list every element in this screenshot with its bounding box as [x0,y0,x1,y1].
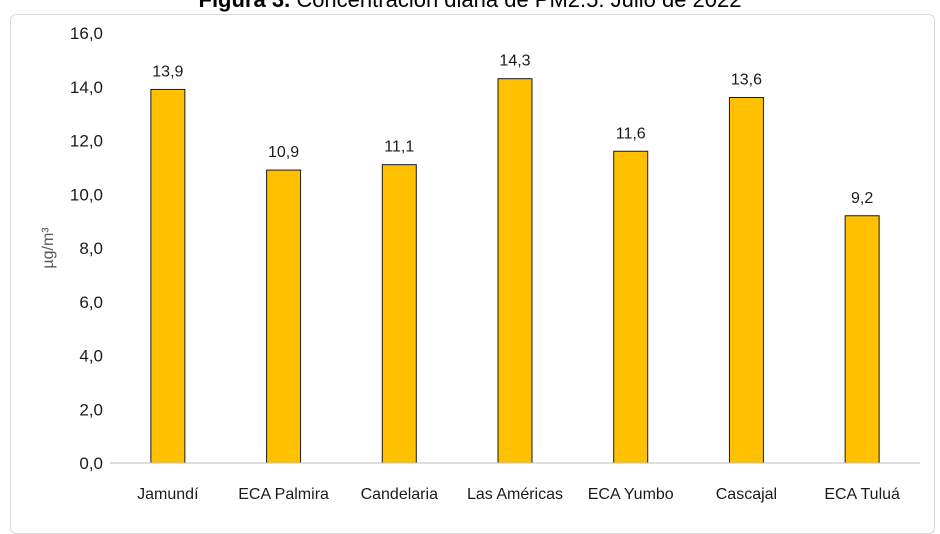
x-tick-label: Las Américas [467,486,563,503]
bar [728,97,764,464]
data-label: 14,3 [499,53,530,70]
x-tick-label: ECA Palmira [238,486,329,503]
bar [613,150,649,464]
y-tick-label: 14,0 [70,78,103,97]
bar [381,164,417,464]
bar [266,169,302,464]
y-tick-label: 12,0 [70,132,103,151]
y-axis-label: µg/m³ [40,227,57,269]
bar [844,215,880,464]
y-tick-label: 8,0 [79,239,103,258]
x-tick-label: ECA Tuluá [824,486,900,503]
y-tick-label: 0,0 [79,454,103,473]
bar [150,88,186,464]
data-label: 13,6 [731,72,762,89]
bar [497,78,533,464]
x-tick-label: Candelaria [361,486,438,503]
x-tick-label: ECA Yumbo [588,486,674,503]
data-label: 11,6 [616,125,646,142]
x-tick-label: Cascajal [716,486,777,503]
figure-caption: Concentración diaria de PM2.5. Julio de … [296,0,741,12]
data-label: 10,9 [268,144,299,161]
y-tick-label: 6,0 [79,293,103,312]
y-tick-label: 2,0 [79,400,103,419]
y-tick-label: 10,0 [70,185,103,204]
figure-number: Figura 3. [199,0,291,12]
x-tick-label: Jamundí [137,486,199,503]
data-label: 13,9 [152,63,183,80]
data-label: 9,2 [851,190,873,207]
bar-chart: 0,0 2,0 4,0 6,0 8,0 10,0 12,0 14,0 16,0 µg/m³ 13,9… [40,24,920,503]
data-label: 11,1 [384,139,414,156]
y-tick-label: 16,0 [70,24,103,43]
figure-title: Figura 3. Concentración diaria de PM2.5.… [0,0,940,13]
y-tick-label: 4,0 [79,347,103,366]
